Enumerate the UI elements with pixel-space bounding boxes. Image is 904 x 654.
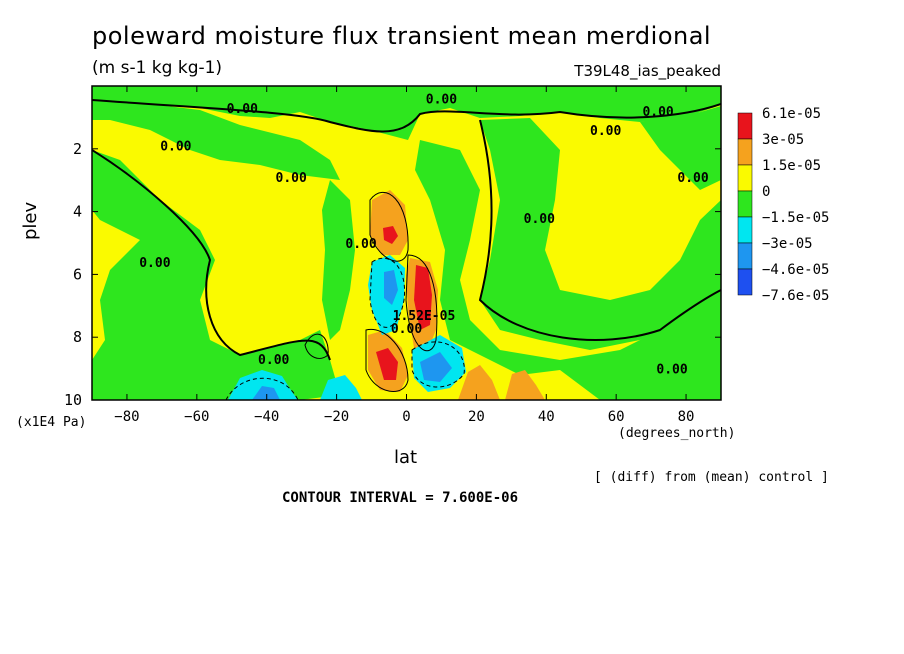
- region-red-lower-left-equator: [376, 348, 398, 380]
- region-green-top-left: [92, 100, 340, 180]
- contour-labels: 0.00 0.00 0.00 0.00 0.00 0.00 0.00 0.00 0.00 0.00…: [139, 93, 709, 378]
- contour-line-equator-2: [405, 254, 438, 352]
- contour-line-dashed-1: [369, 257, 406, 328]
- region-green-left: [92, 150, 340, 400]
- contour-line-left: [92, 149, 331, 361]
- contour-label: 0.00: [656, 363, 687, 378]
- x-ticks: −80 −60 −40 −20 0 20 40 60 80: [114, 86, 694, 425]
- region-orange-upper-left-equator: [370, 190, 408, 255]
- y-tick-label: 6: [73, 265, 82, 283]
- legend-swatch: [737, 190, 753, 218]
- contour-label: 0.00: [258, 353, 289, 368]
- legend-label: −1.5e-05: [762, 210, 829, 226]
- region-blue-lower-equator: [420, 352, 452, 382]
- x-tick-label: 0: [402, 409, 410, 425]
- x-tick-label: −60: [184, 409, 209, 425]
- y-tick-label: 4: [73, 203, 82, 221]
- x-tick-label: 60: [608, 409, 625, 425]
- color-legend: 6.1e-05 3e-05 1.5e-05 0 −1.5e-05 −3e-05 −4.6e-…: [737, 106, 829, 304]
- contour-line-dashed-3: [225, 377, 299, 400]
- region-red-upper-left-equator: [383, 226, 398, 244]
- contour-interval: CONTOUR INTERVAL = 7.600E-06: [282, 490, 519, 506]
- region-green-center-right: [415, 140, 721, 400]
- run-label: T39L48_ias_peaked: [574, 62, 721, 80]
- y-tick-label: 2: [73, 140, 82, 158]
- region-cyan-40S-surface: [228, 370, 298, 400]
- x-axis-label: lat: [394, 447, 418, 468]
- legend-label: −3e-05: [762, 236, 813, 252]
- x-tick-label: −20: [324, 409, 349, 425]
- region-green-far-right: [640, 106, 721, 190]
- contour-label: 0.00: [642, 105, 673, 120]
- region-cyan-20S-surface: [320, 375, 362, 400]
- chart-title: poleward moisture flux transient mean me…: [92, 22, 712, 50]
- contour-label: 0.00: [345, 237, 376, 252]
- region-blue-upper-equator: [384, 270, 398, 305]
- contour-label: 0.00: [276, 171, 307, 186]
- contour-label: 0.00: [426, 93, 457, 108]
- region-green-mid-left: [322, 180, 355, 340]
- region-red-right-equator: [414, 265, 432, 330]
- contour-label: 0.00: [677, 171, 708, 186]
- legend-label: −7.6e-05: [762, 288, 829, 304]
- y-axis-units: (x1E4 Pa): [16, 415, 87, 430]
- x-tick-label: −40: [254, 409, 279, 425]
- region-green-right-column: [480, 118, 721, 350]
- y-tick-label: 8: [73, 328, 82, 346]
- chart-units: (m s-1 kg kg-1): [92, 58, 223, 78]
- x-tick-label: 40: [538, 409, 555, 425]
- x-tick-label: −80: [114, 409, 139, 425]
- contour-label: 0.00: [227, 102, 258, 117]
- contour-label: 0.00: [524, 212, 555, 227]
- legend-swatch: [737, 216, 753, 244]
- contour-label: 1.52E-05: [393, 309, 456, 324]
- legend-swatch: [737, 138, 753, 166]
- contour-line-right: [478, 119, 721, 341]
- diff-note: [ (diff) from (mean) control ]: [594, 470, 829, 485]
- contour-line-equator-1: [369, 191, 409, 262]
- y-tick-label: 10: [64, 391, 82, 409]
- legend-swatch: [737, 112, 753, 140]
- region-orange-surface-20N: [458, 365, 500, 400]
- legend-label: 3e-05: [762, 132, 804, 148]
- x-tick-label: 20: [468, 409, 485, 425]
- contour-lines: [92, 99, 721, 400]
- legend-swatch: [737, 268, 753, 296]
- x-axis-units: (degrees_north): [618, 426, 736, 441]
- contour-line-top: [92, 99, 721, 133]
- contour-label: 0.00: [391, 322, 422, 337]
- region-orange-surface-35N: [505, 370, 545, 400]
- contour-line-equator-3: [365, 328, 409, 392]
- legend-label: 6.1e-05: [762, 106, 821, 122]
- legend-label: −4.6e-05: [762, 262, 829, 278]
- contour-label: 0.00: [590, 124, 621, 139]
- contour-label: 0.00: [139, 256, 170, 271]
- contour-fill: [92, 86, 721, 400]
- x-tick-label: 80: [678, 409, 695, 425]
- y-ticks: 2 4 6 8 10: [64, 140, 721, 409]
- contour-line-small-25S: [304, 333, 329, 359]
- region-green-top-band: [92, 86, 721, 140]
- contour-label: 0.00: [160, 140, 191, 155]
- legend-swatch: [737, 242, 753, 270]
- legend-swatch: [737, 164, 753, 192]
- legend-label: 1.5e-05: [762, 158, 821, 174]
- region-blue-40S-surface: [252, 386, 280, 400]
- legend-label: 0: [762, 184, 770, 200]
